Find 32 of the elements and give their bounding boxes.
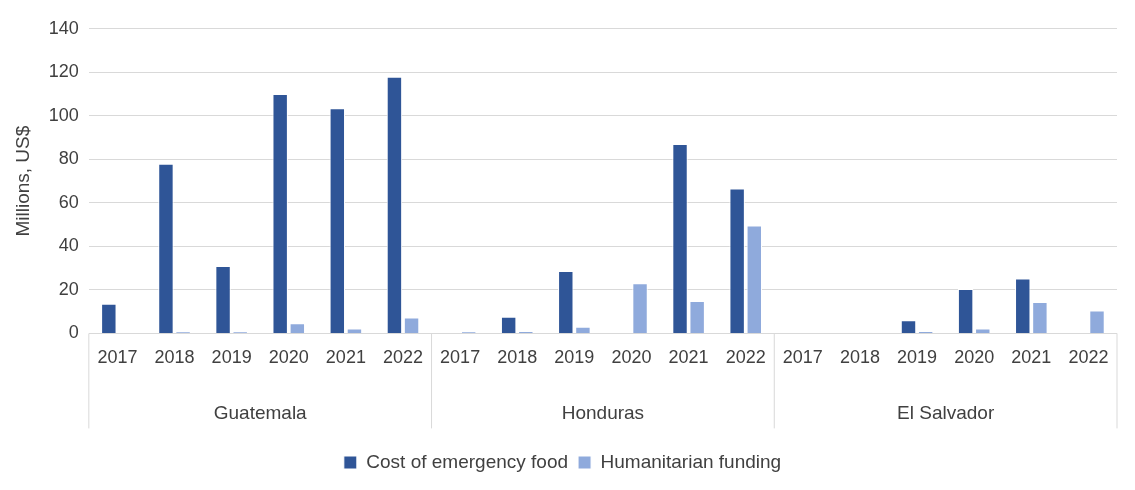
y-tick-label: 100 (48, 104, 79, 125)
x-tick-label: 2020 (954, 347, 995, 368)
y-tick-label: 20 (58, 278, 79, 299)
x-tick-label: 2022 (725, 347, 766, 368)
x-tick-label: 2020 (268, 347, 309, 368)
y-tick-label: 80 (58, 148, 79, 169)
x-tick-label: 2021 (325, 347, 366, 368)
legend-label: Cost of emergency food (366, 450, 569, 472)
y-axis-title: Millions, US$ (11, 125, 33, 237)
x-tick-label: 2021 (1011, 347, 1052, 368)
x-tick-label: 2017 (782, 347, 823, 368)
y-tick-label: 60 (58, 191, 79, 212)
x-tick-label: 2018 (497, 347, 538, 368)
x-tick-label: 2017 (440, 347, 481, 368)
legend-label: Humanitarian funding (600, 450, 782, 472)
text: Honduras (561, 401, 645, 423)
y-tick-label: 120 (48, 61, 79, 82)
text: Guatemala (213, 401, 308, 423)
y-tick-label: 140 (48, 17, 79, 38)
x-tick-label: 2018 (839, 347, 880, 368)
x-tick-label: 2021 (668, 347, 709, 368)
y-tick-label: 40 (58, 235, 79, 256)
x-tick-label: 2018 (154, 347, 195, 368)
x-tick-label: 2019 (211, 347, 252, 368)
x-tick-label: 2020 (611, 347, 652, 368)
x-tick-label: 2019 (554, 347, 595, 368)
x-tick-label: 2022 (1068, 347, 1109, 368)
x-tick-label: 2022 (382, 347, 424, 368)
x-tick-label: 2019 (897, 347, 938, 368)
text: El Salvador (897, 401, 995, 423)
x-tick-label: 2017 (97, 347, 138, 368)
y-tick-label: 0 (68, 322, 79, 343)
